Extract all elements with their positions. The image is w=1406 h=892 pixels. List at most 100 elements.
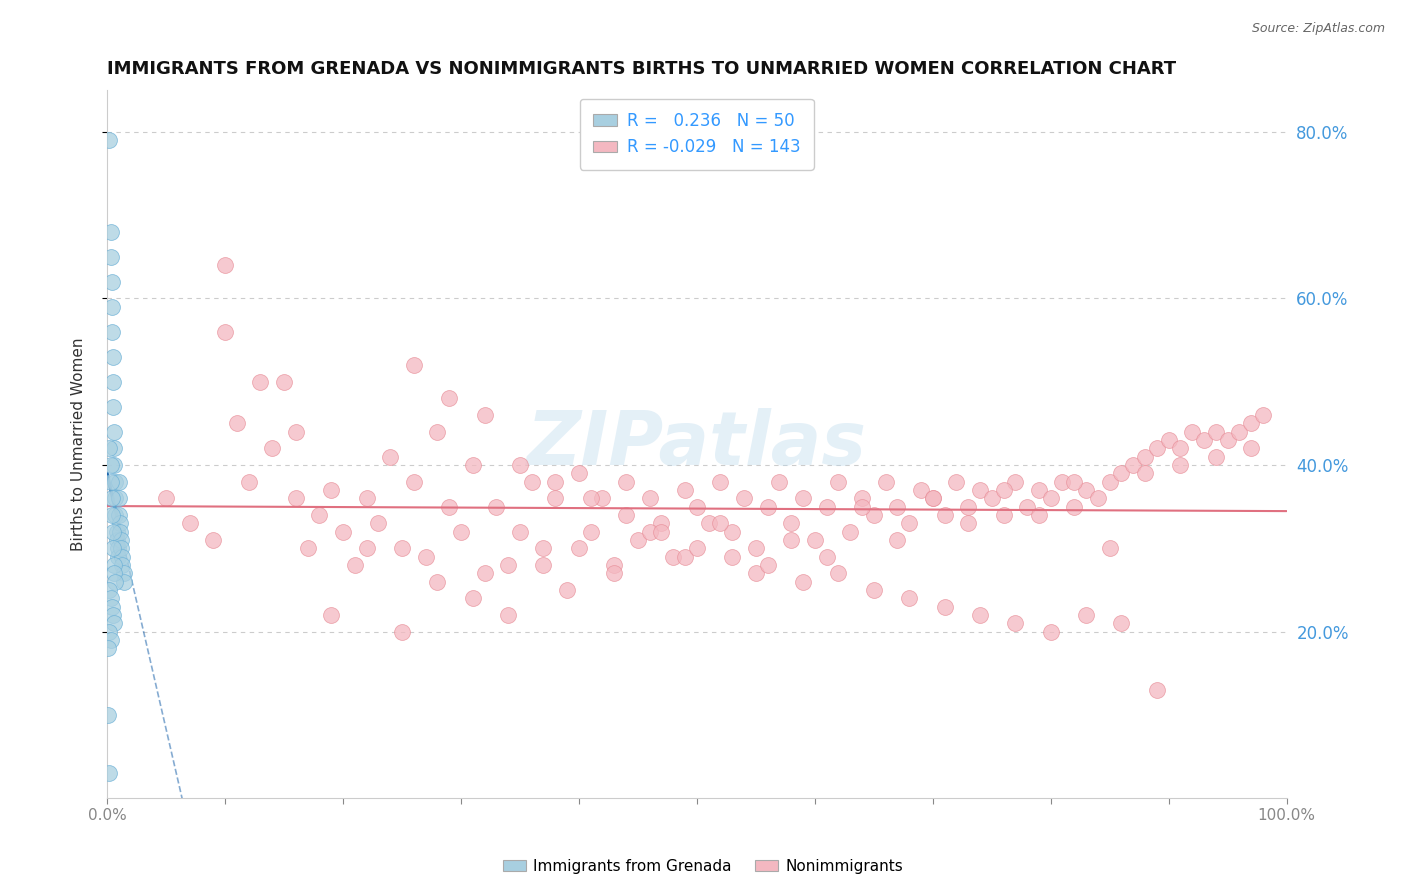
- Point: [308, 508, 330, 522]
- Point: [356, 541, 378, 556]
- Point: [627, 533, 650, 547]
- Point: [993, 483, 1015, 497]
- Point: [297, 541, 319, 556]
- Point: [1146, 442, 1168, 456]
- Point: [97, 641, 120, 656]
- Point: [592, 491, 614, 506]
- Point: [815, 500, 838, 514]
- Point: [709, 516, 731, 531]
- Point: [100, 475, 122, 489]
- Point: [367, 516, 389, 531]
- Point: [262, 442, 284, 456]
- Point: [509, 524, 531, 539]
- Point: [98, 766, 121, 780]
- Point: [101, 275, 124, 289]
- Point: [437, 500, 460, 514]
- Point: [1192, 433, 1215, 447]
- Point: [533, 558, 555, 572]
- Point: [108, 524, 131, 539]
- Point: [1004, 616, 1026, 631]
- Point: [969, 483, 991, 497]
- Point: [402, 358, 425, 372]
- Point: [568, 541, 591, 556]
- Point: [101, 325, 124, 339]
- Point: [934, 508, 956, 522]
- Point: [104, 491, 127, 506]
- Point: [101, 508, 124, 522]
- Point: [284, 425, 307, 439]
- Point: [1146, 682, 1168, 697]
- Point: [568, 467, 591, 481]
- Legend: Immigrants from Grenada, Nonimmigrants: Immigrants from Grenada, Nonimmigrants: [496, 853, 910, 880]
- Point: [284, 491, 307, 506]
- Point: [1063, 500, 1085, 514]
- Point: [108, 475, 131, 489]
- Point: [496, 558, 519, 572]
- Point: [108, 516, 131, 531]
- Point: [851, 500, 873, 514]
- Point: [155, 491, 177, 506]
- Point: [103, 566, 125, 581]
- Point: [110, 533, 132, 547]
- Point: [238, 475, 260, 489]
- Point: [103, 425, 125, 439]
- Point: [214, 325, 236, 339]
- Point: [862, 508, 884, 522]
- Point: [496, 607, 519, 622]
- Text: IMMIGRANTS FROM GRENADA VS NONIMMIGRANTS BIRTHS TO UNMARRIED WOMEN CORRELATION C: IMMIGRANTS FROM GRENADA VS NONIMMIGRANTS…: [107, 60, 1177, 78]
- Point: [107, 549, 129, 564]
- Point: [111, 549, 134, 564]
- Point: [1229, 425, 1251, 439]
- Point: [898, 516, 921, 531]
- Point: [804, 533, 827, 547]
- Point: [544, 475, 567, 489]
- Point: [107, 541, 129, 556]
- Point: [544, 491, 567, 506]
- Point: [1205, 450, 1227, 464]
- Point: [179, 516, 201, 531]
- Point: [1122, 458, 1144, 472]
- Point: [875, 475, 897, 489]
- Y-axis label: Births to Unmarried Women: Births to Unmarried Women: [72, 337, 86, 551]
- Point: [509, 458, 531, 472]
- Point: [461, 591, 484, 606]
- Point: [745, 541, 768, 556]
- Point: [1205, 425, 1227, 439]
- Point: [957, 500, 980, 514]
- Point: [108, 508, 131, 522]
- Text: Source: ZipAtlas.com: Source: ZipAtlas.com: [1251, 22, 1385, 36]
- Point: [673, 483, 696, 497]
- Point: [343, 558, 366, 572]
- Point: [792, 491, 814, 506]
- Point: [273, 375, 295, 389]
- Point: [1181, 425, 1204, 439]
- Point: [533, 541, 555, 556]
- Point: [638, 524, 661, 539]
- Point: [101, 491, 124, 506]
- Point: [721, 524, 744, 539]
- Point: [862, 582, 884, 597]
- Point: [101, 375, 124, 389]
- Point: [101, 599, 124, 614]
- Point: [103, 458, 125, 472]
- Point: [709, 475, 731, 489]
- Point: [603, 558, 626, 572]
- Point: [1087, 491, 1109, 506]
- Point: [461, 458, 484, 472]
- Point: [839, 524, 862, 539]
- Point: [1039, 491, 1062, 506]
- Point: [898, 591, 921, 606]
- Point: [1028, 508, 1050, 522]
- Point: [686, 500, 709, 514]
- Point: [1063, 475, 1085, 489]
- Point: [100, 591, 122, 606]
- Point: [98, 442, 121, 456]
- Point: [356, 491, 378, 506]
- Point: [391, 541, 413, 556]
- Point: [697, 516, 720, 531]
- Point: [780, 533, 803, 547]
- Point: [721, 549, 744, 564]
- Point: [101, 400, 124, 414]
- Point: [104, 508, 127, 522]
- Point: [104, 574, 127, 589]
